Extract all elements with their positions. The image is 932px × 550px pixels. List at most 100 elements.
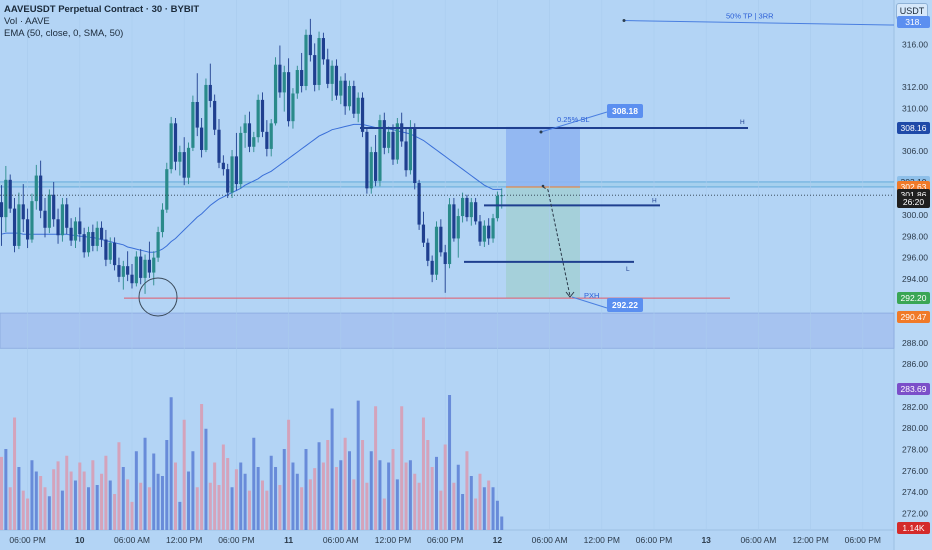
- candle-body-108: [469, 202, 473, 218]
- candle-body-87: [378, 120, 382, 181]
- candle-88: [382, 112, 386, 155]
- candle-66: [287, 58, 291, 127]
- volume-bar-21: [91, 460, 95, 530]
- candle-29: [126, 251, 130, 282]
- candle-body-88: [382, 120, 386, 148]
- candle-4: [17, 192, 21, 250]
- volume-bar-42: [182, 419, 186, 530]
- candle-body-106: [461, 197, 465, 217]
- volume-bar-6: [26, 498, 30, 530]
- volume-bar-67: [291, 462, 295, 530]
- candle-body-25: [108, 242, 112, 260]
- volume-bar-40: [174, 462, 177, 530]
- target-price-text: 292.22: [612, 300, 638, 310]
- candle-24: [104, 229, 108, 267]
- candle-body-52: [226, 169, 230, 193]
- candle-20: [86, 226, 91, 257]
- candle-body-96: [417, 183, 421, 225]
- candle-33: [143, 254, 147, 294]
- candle-body-86: [374, 152, 378, 181]
- candle-30: [130, 264, 134, 289]
- volume-bar-2: [8, 487, 12, 530]
- candle-97: [421, 211, 426, 247]
- x-tick-1: 10: [75, 535, 85, 545]
- candle-48: [208, 63, 212, 108]
- candle-body-78: [339, 80, 343, 96]
- target-price-box: [607, 298, 643, 312]
- candle-body-42: [182, 152, 186, 178]
- candle-37: [160, 203, 165, 238]
- candle-body-26: [113, 242, 117, 266]
- candle-107: [465, 194, 469, 222]
- x-tick-2: 06:00 AM: [114, 535, 150, 545]
- candle-57: [247, 111, 252, 153]
- volume-bar-29: [126, 479, 130, 530]
- volume-bar-9: [39, 476, 43, 530]
- candle-96: [417, 179, 421, 230]
- volume-bar-0: [0, 456, 3, 530]
- x-tick-0: 06:00 PM: [9, 535, 45, 545]
- candle-34: [147, 241, 151, 278]
- candle-body-93: [404, 141, 408, 171]
- x-tick-11: 12:00 PM: [584, 535, 620, 545]
- candles: [0, 18, 504, 294]
- price-tag-7: 290.47: [897, 310, 930, 323]
- volume-bar-24: [104, 455, 108, 530]
- candle-62: [269, 119, 273, 157]
- volume-bar-53: [230, 487, 234, 530]
- candle-body-19: [82, 234, 86, 253]
- y-tick-10: 282.00: [902, 402, 928, 412]
- volume-bar-58: [252, 437, 256, 530]
- candle-body-33: [143, 259, 147, 278]
- candle-body-7: [30, 201, 34, 240]
- volume-bar-26: [113, 494, 117, 530]
- candle-98: [426, 238, 430, 267]
- candle-26: [113, 237, 117, 271]
- candle-68: [295, 65, 299, 99]
- volume-bar-22: [95, 485, 99, 530]
- volume-bar-36: [156, 473, 160, 530]
- y-tick-8: 288.00: [902, 338, 928, 348]
- candle-77: [334, 59, 339, 100]
- volume-bar-70: [304, 449, 308, 530]
- candle-body-105: [456, 216, 460, 239]
- sl-price-box: [607, 104, 643, 118]
- candle-body-30: [130, 274, 134, 284]
- candle-body-28: [121, 266, 125, 277]
- candle-body-29: [126, 266, 130, 275]
- volume-bar-17: [73, 480, 77, 530]
- candle-body-89: [387, 131, 391, 148]
- volume-bar-41: [178, 501, 182, 530]
- candle-body-45: [195, 102, 199, 128]
- volume-bar-75: [326, 440, 330, 530]
- candle-59: [256, 94, 260, 143]
- volume-bar-62: [269, 455, 273, 530]
- x-tick-6: 06:00 AM: [323, 535, 359, 545]
- candle-28: [121, 260, 125, 290]
- candle-body-34: [147, 259, 151, 273]
- mid-h-label: H: [652, 197, 657, 204]
- candle-93: [404, 128, 408, 177]
- volume-bar-63: [274, 467, 278, 530]
- volume-bar-79: [343, 437, 347, 530]
- volume-bar-81: [352, 479, 356, 530]
- candle-body-1: [4, 179, 8, 218]
- candle-64: [278, 45, 282, 98]
- candle-body-56: [243, 123, 247, 133]
- candle-body-90: [391, 131, 395, 160]
- volume-bar-109: [474, 498, 478, 530]
- y-tick-3: 306.00: [902, 146, 928, 156]
- volume-bar-74: [321, 462, 325, 530]
- low-l-label: L: [626, 266, 630, 273]
- candle-body-54: [234, 156, 238, 185]
- candle-2: [8, 174, 12, 213]
- volume-bar-43: [187, 471, 191, 530]
- candle-31: [134, 251, 138, 287]
- candle-body-44: [191, 102, 195, 148]
- candle-body-71: [308, 34, 312, 56]
- candle-body-91: [395, 123, 399, 160]
- candle-113: [491, 213, 495, 243]
- volume-bar-47: [204, 428, 208, 530]
- candle-22: [95, 221, 99, 252]
